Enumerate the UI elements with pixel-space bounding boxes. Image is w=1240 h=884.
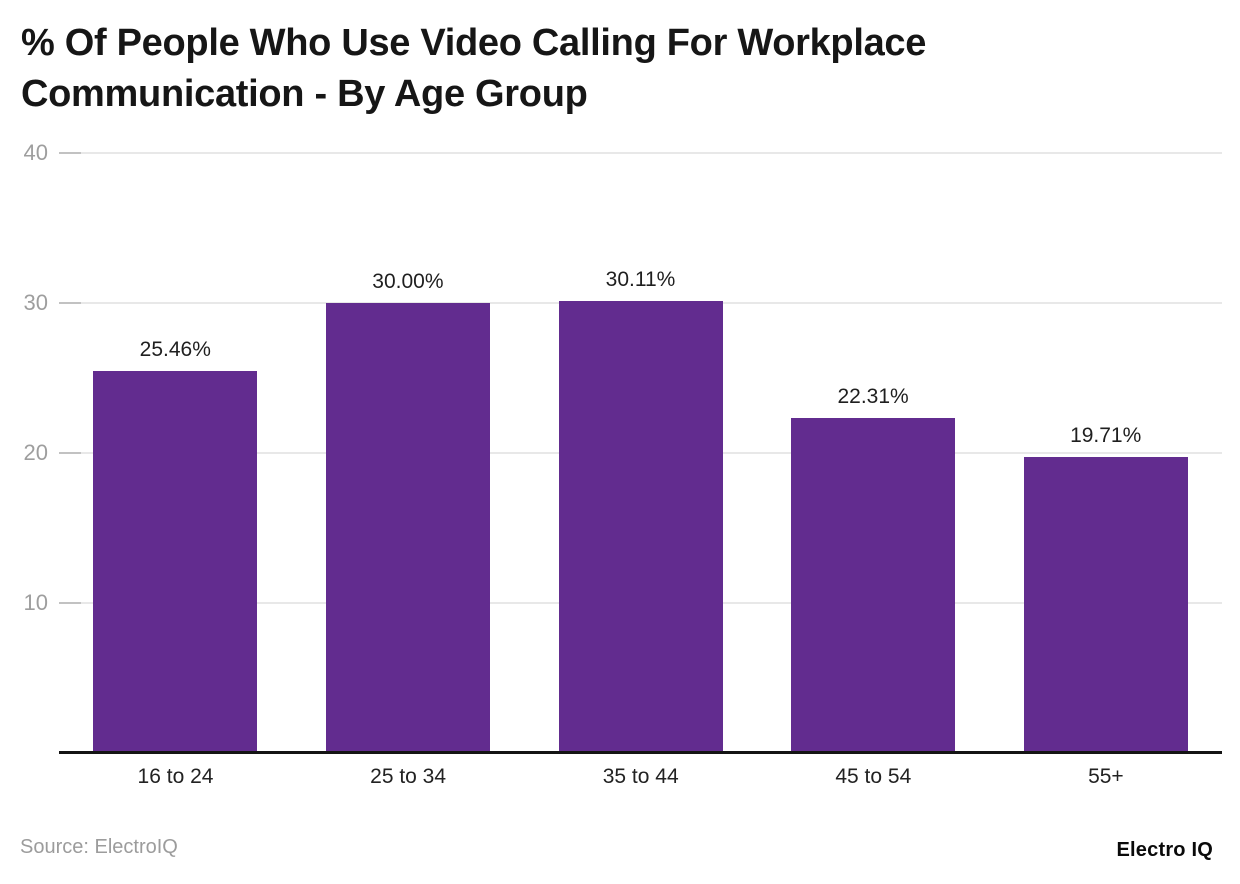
bar xyxy=(93,371,258,753)
x-axis-line xyxy=(59,751,1222,754)
y-tick-label: 10 xyxy=(23,590,48,615)
x-axis-label: 45 to 54 xyxy=(835,765,912,788)
source-label: Source: ElectroIQ xyxy=(20,836,178,858)
gridline xyxy=(59,152,1222,154)
x-axis-label: 35 to 44 xyxy=(602,765,679,788)
x-axis-label: 55+ xyxy=(1088,765,1124,788)
bar xyxy=(791,418,956,753)
bar xyxy=(1023,457,1188,753)
y-axis-tick xyxy=(59,452,81,454)
x-axis-label: 25 to 34 xyxy=(370,765,447,788)
y-tick-label: 30 xyxy=(23,290,48,315)
bar-value-label: 30.00% xyxy=(372,270,444,293)
bar-value-label: 19.71% xyxy=(1070,424,1142,447)
bar-value-label: 30.11% xyxy=(605,268,676,291)
y-tick-label: 40 xyxy=(23,140,48,165)
y-tick-label: 20 xyxy=(23,440,48,465)
bar-value-label: 22.31% xyxy=(837,385,909,408)
y-axis-tick xyxy=(59,302,81,304)
chart-title: % Of People Who Use Video Calling For Wo… xyxy=(21,22,927,115)
y-axis-tick xyxy=(59,602,81,604)
bar xyxy=(325,303,490,753)
bar xyxy=(558,301,723,753)
bar-value-label: 25.46% xyxy=(139,338,211,361)
y-axis-tick xyxy=(59,152,81,154)
brand-logo: Electro IQ xyxy=(1116,839,1213,861)
x-axis-label: 16 to 24 xyxy=(137,765,214,788)
